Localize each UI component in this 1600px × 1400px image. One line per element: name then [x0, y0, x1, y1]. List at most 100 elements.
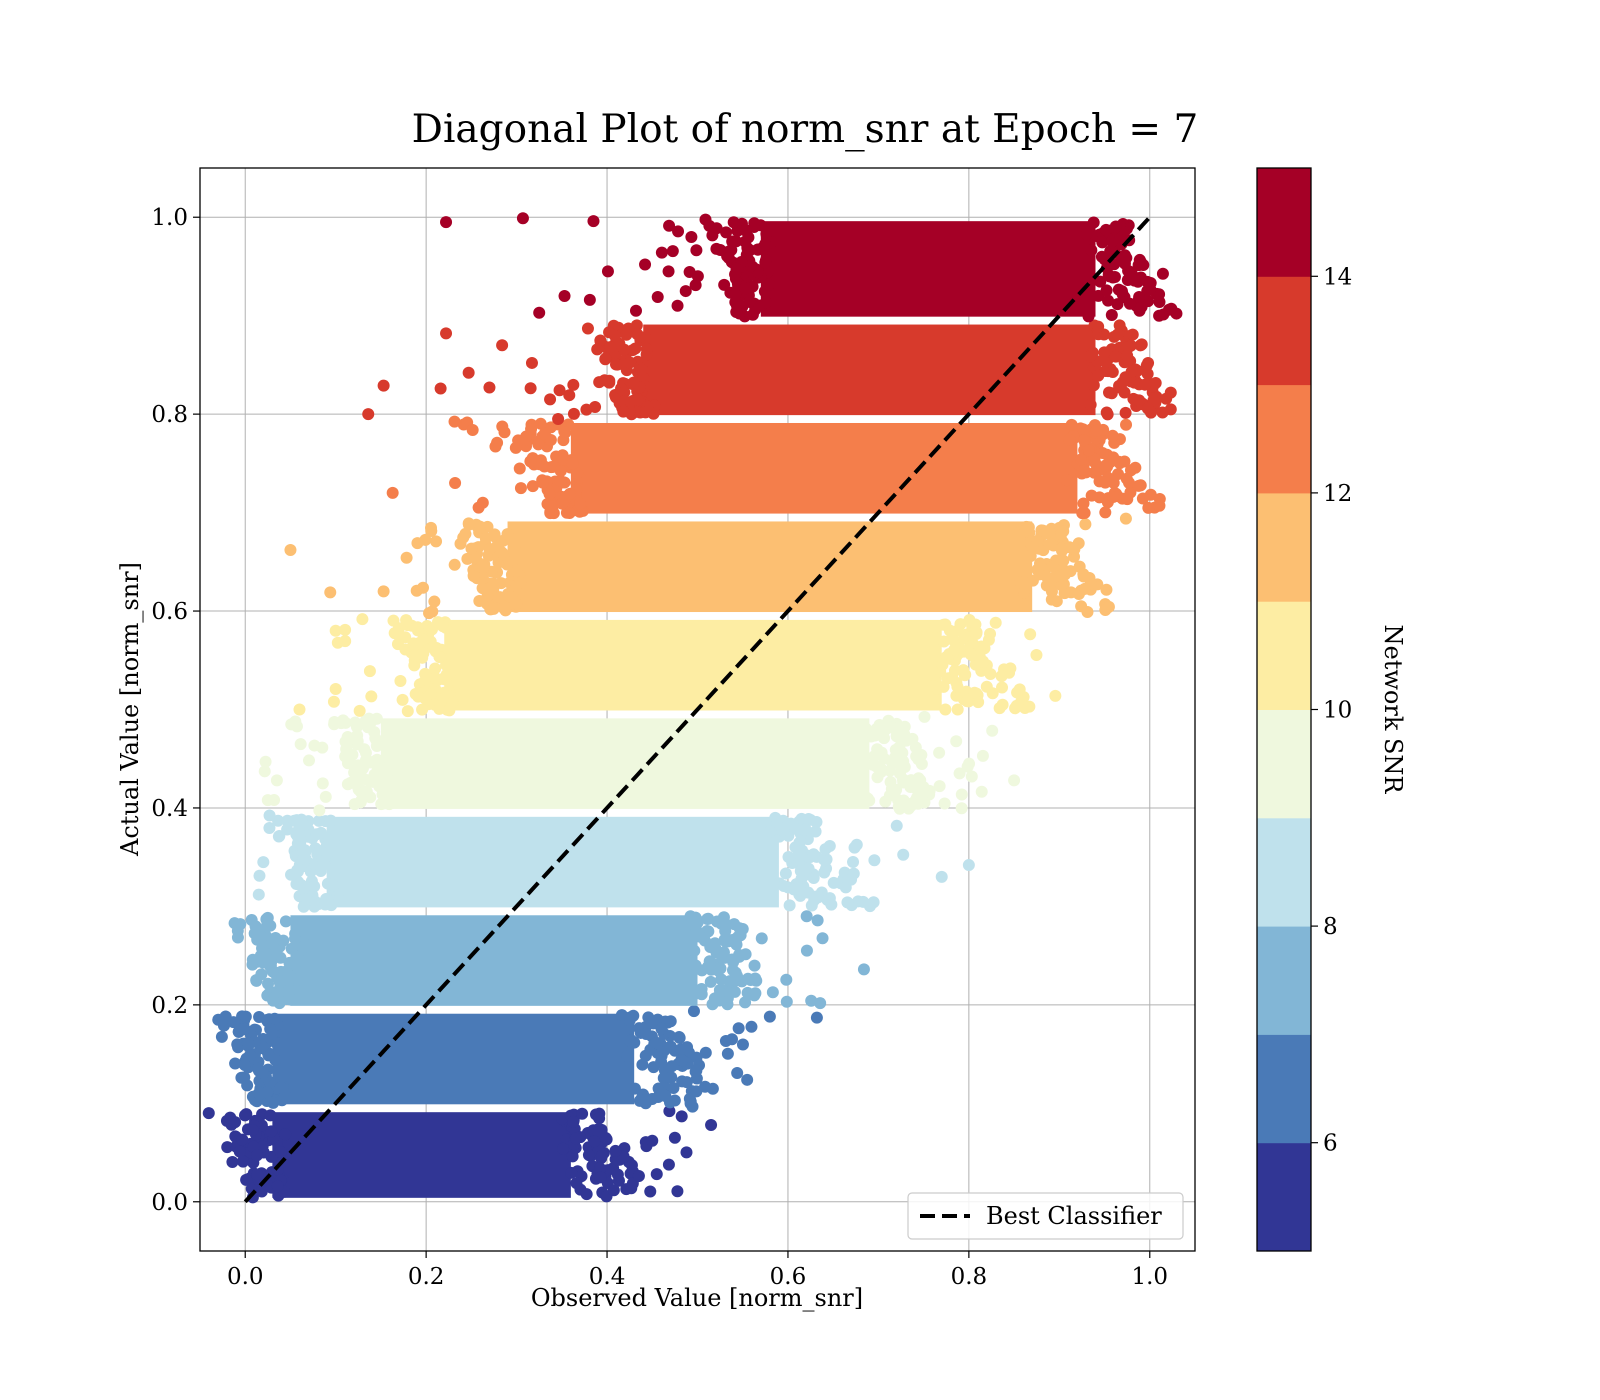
- point: [933, 746, 946, 759]
- point: [733, 922, 746, 935]
- colorbar-tick-label-2: 10: [1323, 698, 1352, 724]
- point: [636, 1058, 649, 1071]
- point: [329, 682, 342, 695]
- point: [811, 914, 824, 927]
- point: [258, 765, 271, 778]
- point: [634, 330, 647, 343]
- point: [1090, 424, 1103, 437]
- point: [356, 613, 369, 626]
- point: [655, 246, 668, 259]
- point: [236, 1133, 249, 1146]
- point: [581, 322, 594, 335]
- point: [566, 457, 579, 470]
- point: [263, 822, 276, 835]
- point: [663, 219, 676, 232]
- point: [377, 766, 390, 779]
- point: [262, 953, 275, 966]
- point: [567, 407, 580, 420]
- point: [1133, 291, 1146, 304]
- point: [1149, 376, 1162, 389]
- point: [621, 1050, 634, 1063]
- point: [948, 664, 961, 677]
- x-tick-label-1: 0.2: [408, 1264, 445, 1290]
- point: [918, 710, 931, 723]
- colorbar-tick-label-3: 12: [1323, 481, 1352, 507]
- point: [1084, 350, 1097, 363]
- snr-band-1: [202, 1105, 693, 1204]
- outlier-point: [810, 1011, 823, 1024]
- point: [556, 497, 569, 510]
- point: [237, 1155, 250, 1168]
- point: [1085, 489, 1098, 502]
- point: [651, 1037, 664, 1050]
- point: [536, 476, 549, 489]
- point: [1100, 284, 1113, 297]
- point: [315, 826, 328, 839]
- point: [408, 659, 421, 672]
- band-core-5: [380, 718, 870, 809]
- point: [266, 936, 279, 949]
- point: [594, 1162, 607, 1175]
- point: [915, 757, 928, 770]
- point: [1107, 491, 1120, 504]
- point: [1018, 586, 1031, 599]
- point: [440, 668, 453, 681]
- point: [1153, 295, 1166, 308]
- point: [283, 956, 296, 969]
- point: [640, 342, 653, 355]
- snr-band-8: [448, 415, 1166, 520]
- point: [559, 426, 572, 439]
- band-core-9: [643, 324, 1096, 416]
- point: [1088, 453, 1101, 466]
- point: [337, 714, 350, 727]
- point: [1165, 302, 1178, 315]
- point: [708, 992, 721, 1005]
- outlier-point: [293, 703, 306, 716]
- point: [739, 948, 752, 961]
- point: [955, 802, 968, 815]
- point: [1114, 232, 1127, 245]
- point: [760, 296, 773, 309]
- point: [279, 1128, 292, 1141]
- point: [321, 877, 334, 890]
- point: [281, 823, 294, 836]
- point: [627, 376, 640, 389]
- point: [655, 1055, 668, 1068]
- point: [365, 690, 378, 703]
- point: [1004, 662, 1017, 675]
- point: [235, 1023, 248, 1036]
- plot-frame: [199, 167, 1196, 1252]
- point: [1068, 543, 1081, 556]
- point: [297, 900, 310, 913]
- point: [293, 829, 306, 842]
- point: [202, 1107, 215, 1120]
- snr-band-3: [228, 910, 829, 1011]
- point: [918, 796, 931, 809]
- point: [295, 813, 308, 826]
- point: [1106, 271, 1119, 284]
- point: [1057, 554, 1070, 567]
- outlier-point: [935, 870, 948, 883]
- snr-band-10: [651, 213, 1183, 323]
- colorbar-tick-label-4: 14: [1323, 264, 1352, 290]
- point: [570, 1132, 583, 1145]
- point: [730, 969, 743, 982]
- point: [392, 628, 405, 641]
- point: [274, 1081, 287, 1094]
- point: [466, 424, 479, 437]
- point: [457, 531, 470, 544]
- band-core-10: [760, 221, 1096, 317]
- point: [554, 475, 567, 488]
- point: [524, 382, 537, 395]
- point: [739, 996, 752, 1009]
- point: [1142, 357, 1155, 370]
- point: [1040, 570, 1053, 583]
- point: [744, 259, 757, 272]
- point: [1122, 341, 1135, 354]
- point: [423, 607, 436, 620]
- snr-band-5: [258, 710, 999, 817]
- point: [1119, 371, 1132, 384]
- point: [632, 1170, 645, 1183]
- point: [341, 731, 354, 744]
- point: [429, 662, 442, 675]
